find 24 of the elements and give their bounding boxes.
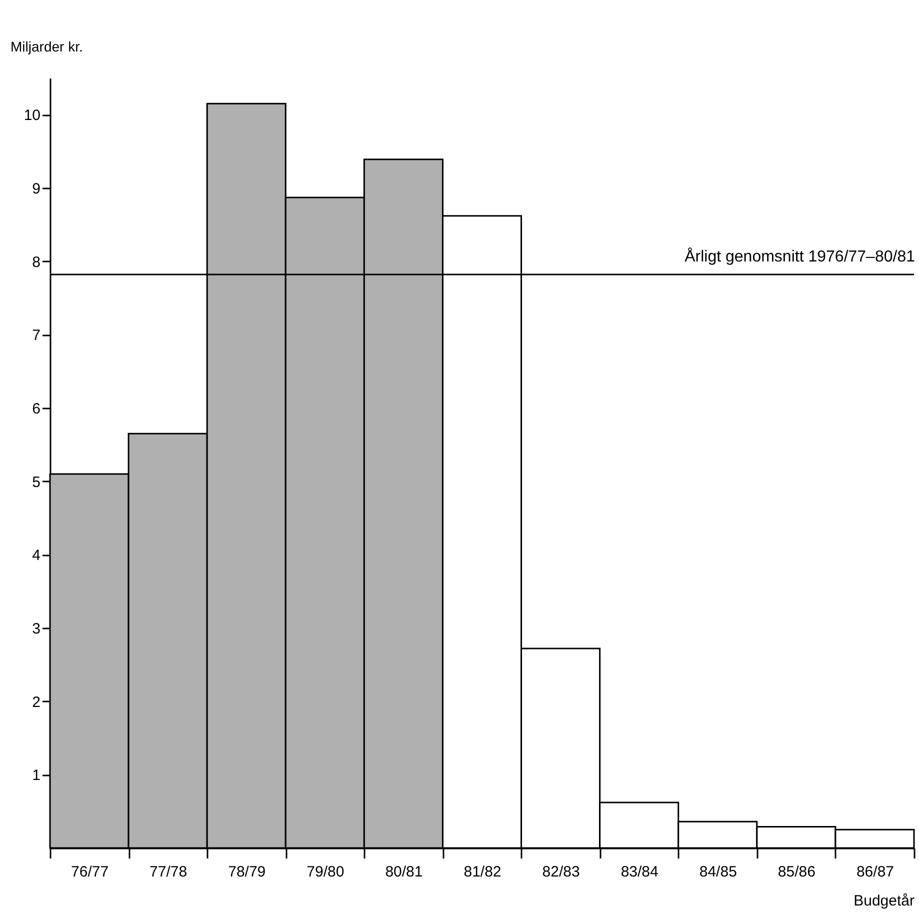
x-tick-label: 79/80: [306, 864, 344, 880]
y-tick-label: 8: [32, 254, 40, 271]
x-tick-label: 84/85: [699, 864, 737, 880]
y-tick-label: 6: [32, 400, 40, 418]
x-tick-label: 80/81: [385, 864, 423, 880]
y-tick-label: 7: [32, 327, 40, 344]
y-axis-title: Miljarder kr.: [10, 38, 83, 54]
y-tick-label: 9: [32, 180, 40, 198]
y-tick-label: 2: [32, 694, 40, 711]
x-tick-label: 76/77: [71, 864, 109, 880]
x-tick-label: 77/78: [150, 864, 188, 880]
y-tick-label: 4: [32, 547, 40, 564]
y-tick-label: 5: [32, 474, 40, 491]
x-tick-label: 82/83: [542, 864, 580, 880]
x-tick-label: 83/84: [620, 864, 658, 880]
x-tick-label: 78/79: [228, 864, 266, 880]
x-axis-title: Budgetår: [854, 892, 914, 910]
x-tick-label: 81/82: [464, 864, 502, 880]
y-tick-label: 3: [32, 620, 40, 638]
y-tick-label: 10: [24, 107, 40, 124]
ref-line-label: Årligt genomsnitt 1976/77–80/81: [684, 248, 916, 266]
y-tick-label: 1: [32, 767, 40, 784]
x-tick-label: 86/87: [856, 864, 894, 880]
x-tick-label: 85/86: [778, 864, 816, 880]
